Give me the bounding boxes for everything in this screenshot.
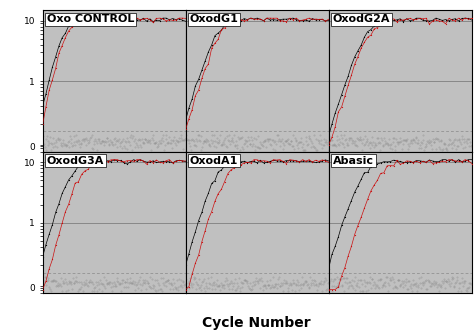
Text: OxodG3A: OxodG3A <box>47 156 104 166</box>
Text: OxodA1: OxodA1 <box>190 156 238 166</box>
Text: OxodG1: OxodG1 <box>190 14 239 24</box>
Text: Abasic: Abasic <box>333 156 374 166</box>
Text: Oxo CONTROL: Oxo CONTROL <box>47 14 134 24</box>
Text: Cycle Number: Cycle Number <box>201 316 310 330</box>
Text: OxodG2A: OxodG2A <box>333 14 391 24</box>
